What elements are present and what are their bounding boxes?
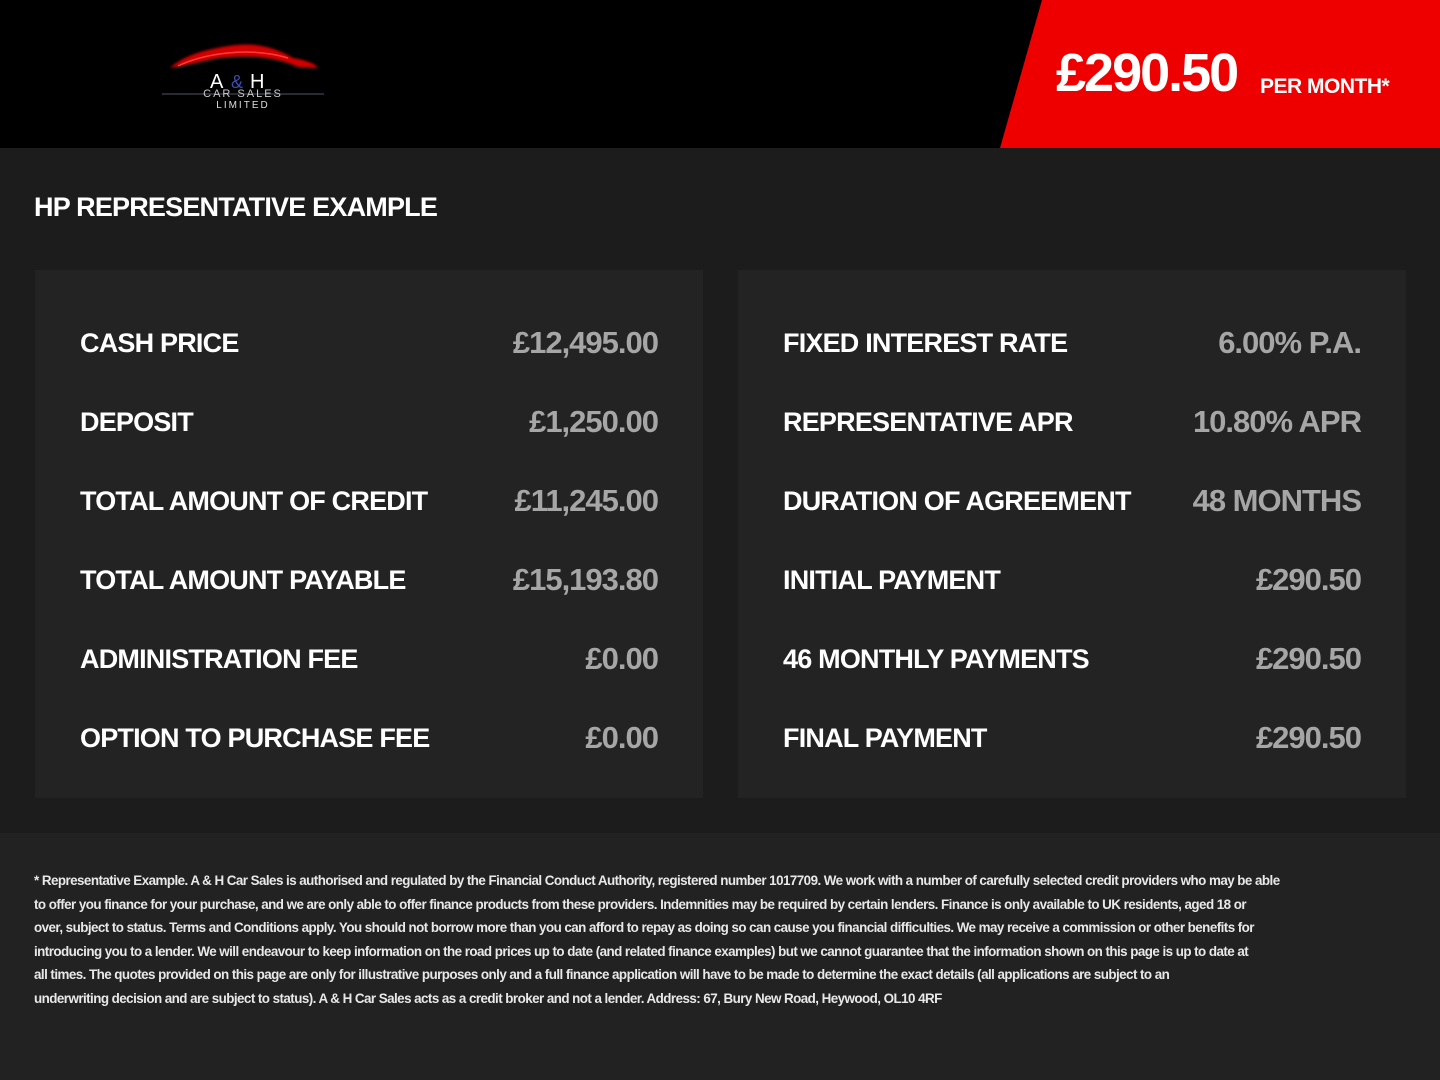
disclaimer-line: over, subject to status. Terms and Condi… [34, 920, 1255, 936]
finance-row: ADMINISTRATION FEE £0.00 [80, 639, 659, 679]
row-label: DEPOSIT [80, 406, 194, 437]
header-bar: A & H CAR SALES LIMITED £290.50 PER MONT… [0, 0, 1440, 148]
finance-row: INITIAL PAYMENT £290.50 [783, 560, 1362, 600]
row-value: £290.50 [1255, 720, 1362, 755]
finance-row: FINAL PAYMENT £290.50 [783, 718, 1362, 758]
svg-text:&: & [231, 72, 243, 92]
disclaimer-text: * Representative Example. A & H Car Sale… [34, 869, 1280, 1011]
finance-row: DEPOSIT £1,250.00 [80, 402, 659, 442]
row-label: TOTAL AMOUNT PAYABLE [80, 564, 406, 595]
left-finance-panel: CASH PRICE £12,495.00 DEPOSIT £1,250.00 TO… [35, 270, 703, 798]
disclaimer-line: introducing you to a lender. We will end… [34, 943, 1249, 959]
finance-row: TOTAL AMOUNT OF CREDIT £11,245.00 [80, 481, 659, 521]
row-label: 46 MONTHLY PAYMENTS [783, 643, 1090, 674]
disclaimer-section: * Representative Example. A & H Car Sale… [0, 833, 1440, 1080]
finance-row: CASH PRICE £12,495.00 [80, 323, 659, 363]
finance-row: OPTION TO PURCHASE FEE £0.00 [80, 718, 659, 758]
row-value: £1,250.00 [529, 404, 659, 439]
svg-text:A: A [210, 71, 224, 93]
company-logo: A & H CAR SALES LIMITED [162, 44, 324, 111]
row-label: ADMINISTRATION FEE [80, 643, 358, 674]
row-value: 6.00% P.A. [1218, 325, 1362, 360]
section-title: HP REPRESENTATIVE EXAMPLE [34, 192, 438, 222]
svg-text:H: H [250, 71, 264, 93]
finance-row: DURATION OF AGREEMENT 48 MONTHS [783, 481, 1362, 521]
row-value: £290.50 [1255, 641, 1362, 676]
row-label: CASH PRICE [80, 327, 239, 358]
row-value: £11,245.00 [514, 483, 659, 518]
row-label: FIXED INTEREST RATE [783, 327, 1068, 358]
right-finance-panel: FIXED INTEREST RATE 6.00% P.A. REPRESENTA… [738, 270, 1406, 798]
row-label: FINAL PAYMENT [783, 722, 987, 753]
finance-row: FIXED INTEREST RATE 6.00% P.A. [783, 323, 1362, 363]
row-label: OPTION TO PURCHASE FEE [80, 722, 430, 753]
row-value: 10.80% APR [1192, 404, 1362, 439]
disclaimer-line: to offer you finance for your purchase, … [34, 896, 1247, 912]
row-value: £15,193.80 [512, 562, 659, 597]
row-label: REPRESENTATIVE APR [783, 406, 1073, 437]
row-label: INITIAL PAYMENT [783, 564, 1001, 595]
monthly-price: £290.50 [1056, 43, 1239, 103]
row-value: £12,495.00 [512, 325, 659, 360]
finance-row: 46 MONTHLY PAYMENTS £290.50 [783, 639, 1362, 679]
per-month-label: PER MONTH* [1260, 75, 1390, 98]
disclaimer-line: underwriting decision and are subject to… [34, 990, 942, 1006]
row-value: £0.00 [585, 720, 659, 755]
finance-row: REPRESENTATIVE APR 10.80% APR [783, 402, 1362, 442]
disclaimer-line: all times. The quotes provided on this p… [34, 967, 1170, 983]
row-value: 48 MONTHS [1192, 483, 1362, 518]
row-value: £290.50 [1255, 562, 1362, 597]
row-value: £0.00 [585, 641, 659, 676]
svg-text:LIMITED: LIMITED [216, 100, 269, 111]
monthly-price-banner [1000, 0, 1440, 148]
disclaimer-line: * Representative Example. A & H Car Sale… [34, 873, 1280, 888]
row-label: DURATION OF AGREEMENT [783, 485, 1131, 516]
row-label: TOTAL AMOUNT OF CREDIT [80, 485, 428, 516]
finance-row: TOTAL AMOUNT PAYABLE £15,193.80 [80, 560, 659, 600]
svg-text:CAR SALES: CAR SALES [203, 88, 283, 100]
